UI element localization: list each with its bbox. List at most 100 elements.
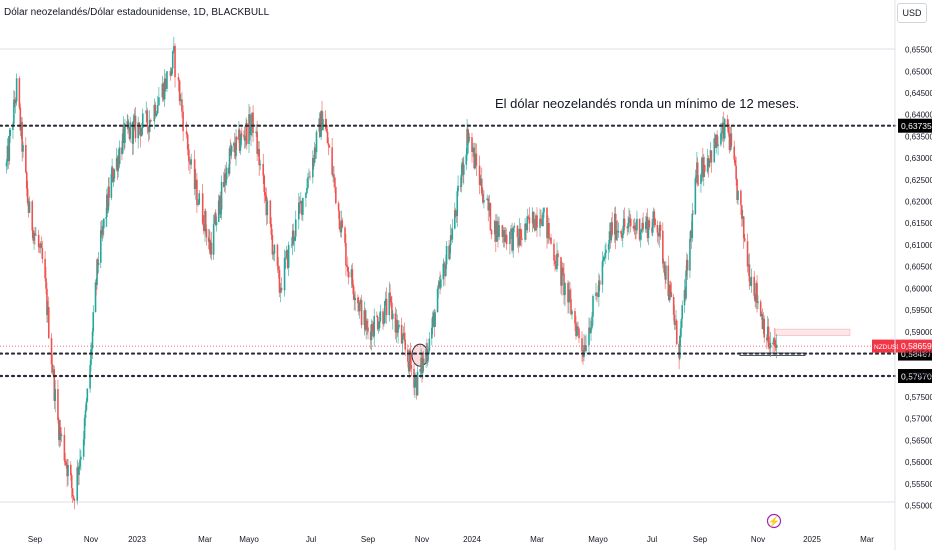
candle-body <box>694 178 697 215</box>
candle-body <box>541 222 543 227</box>
candle-body <box>174 45 176 78</box>
y-tick-label: 0,56000 <box>905 458 932 467</box>
y-tick-label: 0,59000 <box>905 328 932 337</box>
candle-body <box>287 244 290 268</box>
candle-body <box>490 230 493 235</box>
price-axis[interactable]: 0,65500 0,65000 0,64500 0,64000 0,63500 0,630… <box>894 0 932 550</box>
candle-body <box>15 78 18 102</box>
candle-body <box>90 349 92 366</box>
event-circle[interactable] <box>766 513 782 529</box>
y-tick-label: 0,63000 <box>905 154 932 163</box>
candle-body <box>403 333 406 340</box>
candle-body <box>775 344 778 349</box>
candle-body <box>736 179 738 200</box>
candle-body <box>91 331 94 349</box>
candle-body <box>703 164 705 178</box>
candle-body <box>528 217 531 224</box>
candle-body <box>198 193 201 205</box>
candle-body <box>590 327 592 334</box>
candle-body <box>13 99 15 124</box>
candle-body <box>103 218 105 229</box>
candle-body <box>753 276 755 296</box>
candle-body <box>251 112 253 126</box>
candle-body <box>428 338 431 351</box>
candle-body <box>370 323 373 341</box>
candle-body <box>96 259 98 286</box>
candle-body <box>65 462 68 465</box>
candle-body <box>169 71 172 76</box>
candle-body <box>598 280 601 285</box>
candle-body <box>32 230 34 241</box>
candle-body <box>772 342 774 345</box>
candle-body <box>415 377 417 380</box>
candle-body <box>18 78 21 108</box>
candle-body <box>647 220 650 239</box>
candle-body <box>768 347 771 349</box>
candle-body <box>561 267 563 286</box>
candle-body <box>377 328 380 330</box>
candle-body <box>654 218 656 226</box>
candle-body <box>623 218 626 227</box>
candle-body <box>137 122 139 139</box>
candle-body <box>86 388 89 402</box>
candle-body <box>502 230 505 237</box>
candle-body <box>531 211 534 224</box>
y-tick-label: 0,60000 <box>905 284 932 293</box>
candle-body <box>294 219 297 237</box>
candle-body <box>480 178 483 194</box>
candle-body <box>463 164 465 175</box>
y-tick-label: 0,57000 <box>905 415 932 424</box>
candle-body <box>440 279 442 288</box>
candle-body <box>722 122 725 139</box>
candle-body <box>322 119 324 131</box>
candle-body <box>478 165 481 186</box>
candle-body <box>505 234 508 245</box>
candle-body <box>714 138 717 148</box>
candle-body <box>82 439 85 457</box>
candle-body <box>419 369 422 372</box>
currency-button[interactable]: USD <box>897 3 927 23</box>
y-tick-label: 0,62000 <box>905 198 932 207</box>
candle-body <box>547 223 549 239</box>
candle-body <box>595 292 597 297</box>
candle-body <box>332 174 334 176</box>
time-axis[interactable]: Sep Nov 2023 Mar Mayo Jul Sep Nov 2024 Mar Mayo Jul… <box>28 535 874 544</box>
candle-body <box>84 410 87 419</box>
candle-body <box>339 228 342 233</box>
candle-body <box>113 169 116 179</box>
candle-body <box>212 223 215 255</box>
candle-body <box>395 319 398 333</box>
candle-body <box>309 176 311 178</box>
candle-body <box>220 181 223 210</box>
candle-body <box>197 204 199 206</box>
candle-body <box>279 287 282 293</box>
candle-body <box>404 339 406 350</box>
candle-body <box>256 131 258 154</box>
event-marker[interactable]: ⚡ <box>766 513 782 529</box>
candle-body <box>421 357 423 374</box>
candle-body <box>585 345 587 352</box>
candle-body <box>607 243 610 250</box>
candle-body <box>741 216 744 219</box>
candle-body <box>604 253 606 258</box>
candle-body <box>40 243 43 249</box>
candle-body <box>710 150 713 163</box>
candle-body <box>747 264 750 267</box>
candle-body <box>246 123 248 144</box>
candle-body <box>726 119 729 128</box>
candle-body <box>555 264 557 270</box>
candle-body <box>204 211 207 229</box>
candle-body <box>589 327 591 334</box>
candle-body <box>181 99 183 112</box>
y-tick-label: 0,60500 <box>905 263 932 272</box>
candle-body <box>35 234 37 236</box>
candle-body <box>283 257 286 291</box>
candle-body <box>244 137 247 141</box>
candle-body <box>70 475 73 489</box>
candle-body <box>620 230 622 234</box>
candle-body <box>518 228 521 246</box>
candle-body <box>213 222 216 224</box>
candle-body <box>301 200 303 215</box>
